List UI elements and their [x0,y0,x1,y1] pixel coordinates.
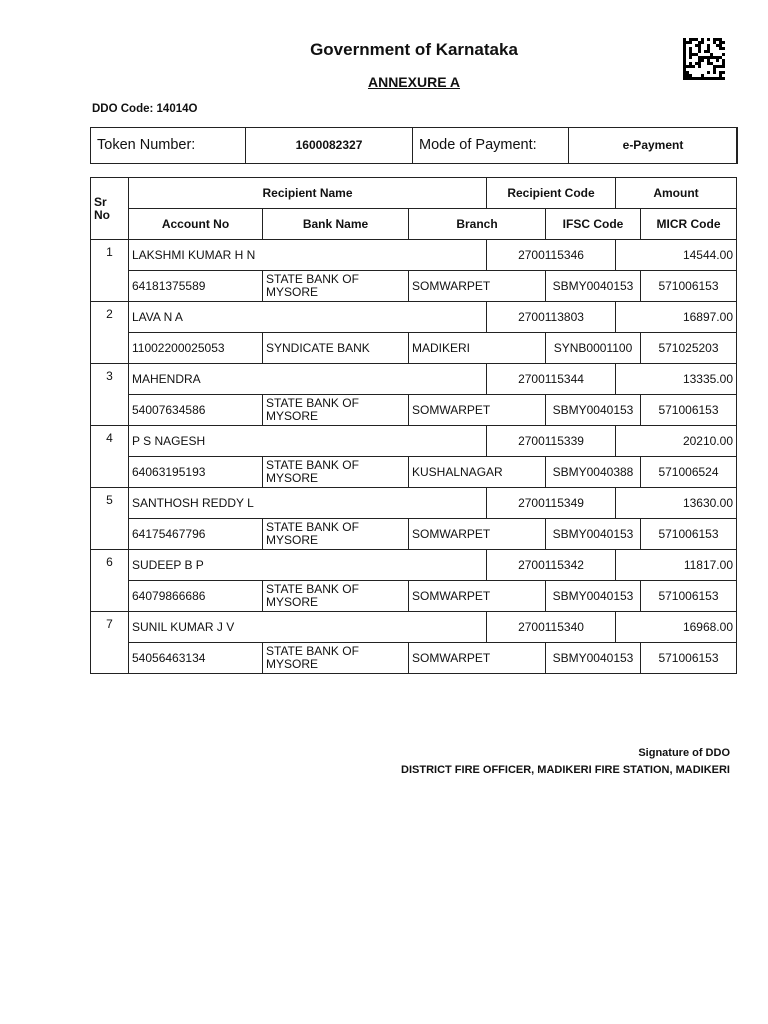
header-micr: MICR Code [640,208,737,240]
amount: 20210.00 [615,425,737,457]
amount: 11817.00 [615,549,737,581]
sr-no: 4 [90,425,129,488]
bank-name: SYNDICATE BANK [262,332,409,364]
branch: KUSHALNAGAR [408,456,546,488]
header-sr-no: Sr No [90,177,129,240]
branch: SOMWARPET [408,270,546,302]
branch: MADIKERI [408,332,546,364]
recipient-code: 2700115340 [486,611,616,643]
recipient-code: 2700115349 [486,487,616,519]
header-branch: Branch [408,208,546,240]
micr-code: 571006153 [640,642,737,674]
header-amount: Amount [615,177,737,209]
micr-code: 571006153 [640,394,737,426]
ddo-code: DDO Code: 14014O [92,103,198,115]
account-no: 64079866686 [128,580,263,612]
amount: 14544.00 [615,239,737,271]
ifsc-code: SBMY0040153 [545,580,641,612]
recipient-name: LAVA N A [128,301,487,333]
bank-name: STATE BANK OF MYSORE [262,394,409,426]
mode-label: Mode of Payment: [412,127,569,164]
token-label: Token Number: [90,127,246,164]
amount: 13630.00 [615,487,737,519]
amount: 13335.00 [615,363,737,395]
signature-label: Signature of DDO [638,747,730,759]
account-no: 54056463134 [128,642,263,674]
recipient-code: 2700115346 [486,239,616,271]
sr-no: 2 [90,301,129,364]
branch: SOMWARPET [408,518,546,550]
header-ifsc: IFSC Code [545,208,641,240]
recipient-name: P S NAGESH [128,425,487,457]
ifsc-code: SBMY0040153 [545,518,641,550]
recipient-name: SUNIL KUMAR J V [128,611,487,643]
recipient-name: LAKSHMI KUMAR H N [128,239,487,271]
header-bank-name: Bank Name [262,208,409,240]
branch: SOMWARPET [408,642,546,674]
bank-name: STATE BANK OF MYSORE [262,642,409,674]
ifsc-code: SBMY0040153 [545,394,641,426]
page-subtitle: ANNEXURE A [367,74,461,90]
sr-no: 3 [90,363,129,426]
mode-value: e-Payment [568,127,738,164]
sr-no: 7 [90,611,129,674]
token-box: Token Number: 1600082327 Mode of Payment… [90,127,738,164]
micr-code: 571025203 [640,332,737,364]
branch: SOMWARPET [408,580,546,612]
account-no: 64181375589 [128,270,263,302]
account-no: 11002200025053 [128,332,263,364]
micr-code: 571006153 [640,518,737,550]
amount: 16897.00 [615,301,737,333]
branch: SOMWARPET [408,394,546,426]
bank-name: STATE BANK OF MYSORE [262,518,409,550]
sr-no: 6 [90,549,129,612]
micr-code: 571006153 [640,270,737,302]
sr-no: 5 [90,487,129,550]
account-no: 64175467796 [128,518,263,550]
recipient-code: 2700115342 [486,549,616,581]
recipient-name: SUDEEP B P [128,549,487,581]
micr-code: 571006524 [640,456,737,488]
token-value: 1600082327 [245,127,413,164]
bank-name: STATE BANK OF MYSORE [262,456,409,488]
account-no: 64063195193 [128,456,263,488]
amount: 16968.00 [615,611,737,643]
bank-name: STATE BANK OF MYSORE [262,580,409,612]
micr-code: 571006153 [640,580,737,612]
datamatrix-barcode-icon [683,38,725,80]
ifsc-code: SBMY0040153 [545,270,641,302]
header-recipient-code: Recipient Code [486,177,616,209]
recipient-name: MAHENDRA [128,363,487,395]
header-account-no: Account No [128,208,263,240]
header-recipient-name: Recipient Name [128,177,487,209]
ifsc-code: SBMY0040388 [545,456,641,488]
page-title: Government of Karnataka [310,40,518,59]
bank-name: STATE BANK OF MYSORE [262,270,409,302]
recipient-code: 2700115344 [486,363,616,395]
office-name: DISTRICT FIRE OFFICER, MADIKERI FIRE STA… [401,764,730,776]
recipient-code: 2700113803 [486,301,616,333]
recipient-code: 2700115339 [486,425,616,457]
account-no: 54007634586 [128,394,263,426]
recipient-name: SANTHOSH REDDY L [128,487,487,519]
ifsc-code: SYNB0001100 [545,332,641,364]
ifsc-code: SBMY0040153 [545,642,641,674]
sr-no: 1 [90,239,129,302]
